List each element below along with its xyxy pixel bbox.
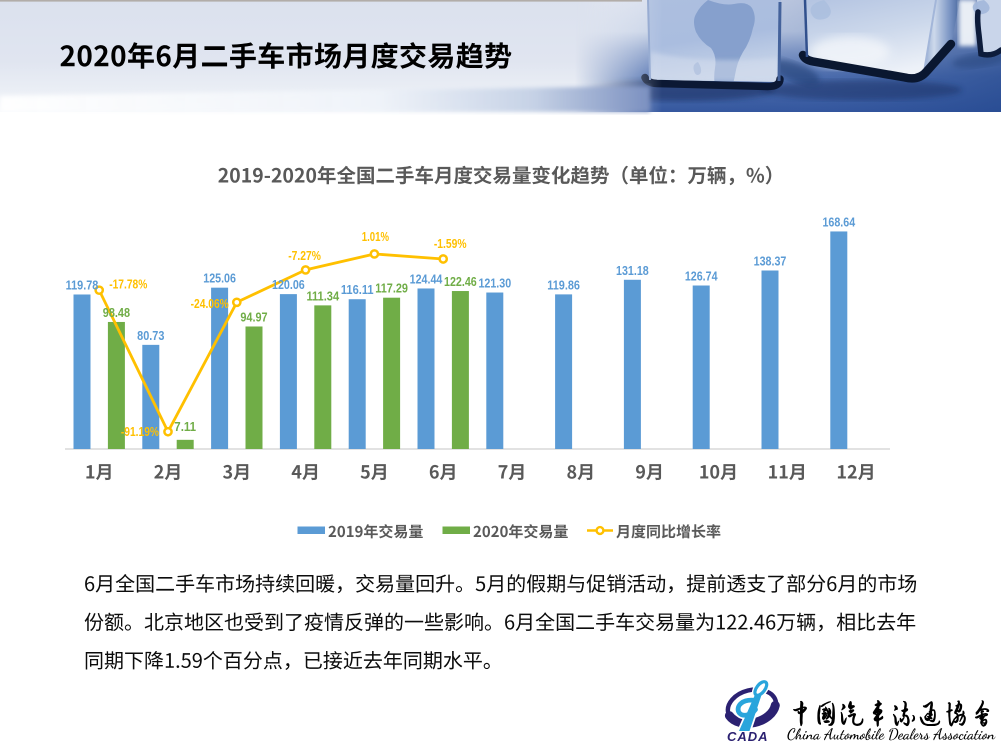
svg-text:CADA: CADA <box>727 729 769 744</box>
svg-text:1.01%: 1.01% <box>362 229 389 244</box>
svg-text:121.30: 121.30 <box>478 276 511 291</box>
svg-text:-17.78%: -17.78% <box>109 277 147 292</box>
svg-text:116.11: 116.11 <box>341 282 374 297</box>
svg-text:-24.06%: -24.06% <box>191 296 229 311</box>
svg-text:131.18: 131.18 <box>616 263 649 278</box>
svg-text:122.46: 122.46 <box>444 274 477 289</box>
svg-text:-7.27%: -7.27% <box>288 248 321 263</box>
svg-text:124.44: 124.44 <box>410 271 443 286</box>
svg-text:94.97: 94.97 <box>240 309 267 324</box>
svg-text:111.34: 111.34 <box>306 288 339 303</box>
svg-text:119.78: 119.78 <box>66 277 99 292</box>
svg-text:-91.19%: -91.19% <box>121 424 159 439</box>
svg-text:138.37: 138.37 <box>754 254 787 269</box>
svg-text:126.74: 126.74 <box>685 269 718 284</box>
svg-text:168.64: 168.64 <box>822 214 855 229</box>
svg-text:-1.59%: -1.59% <box>434 236 467 251</box>
svg-text:98.48: 98.48 <box>103 305 130 320</box>
svg-text:125.06: 125.06 <box>203 271 236 286</box>
svg-text:80.73: 80.73 <box>137 328 164 343</box>
svg-text:117.29: 117.29 <box>375 281 408 296</box>
svg-text:7.11: 7.11 <box>174 419 196 434</box>
svg-text:120.06: 120.06 <box>272 277 305 292</box>
svg-text:119.86: 119.86 <box>547 277 580 292</box>
